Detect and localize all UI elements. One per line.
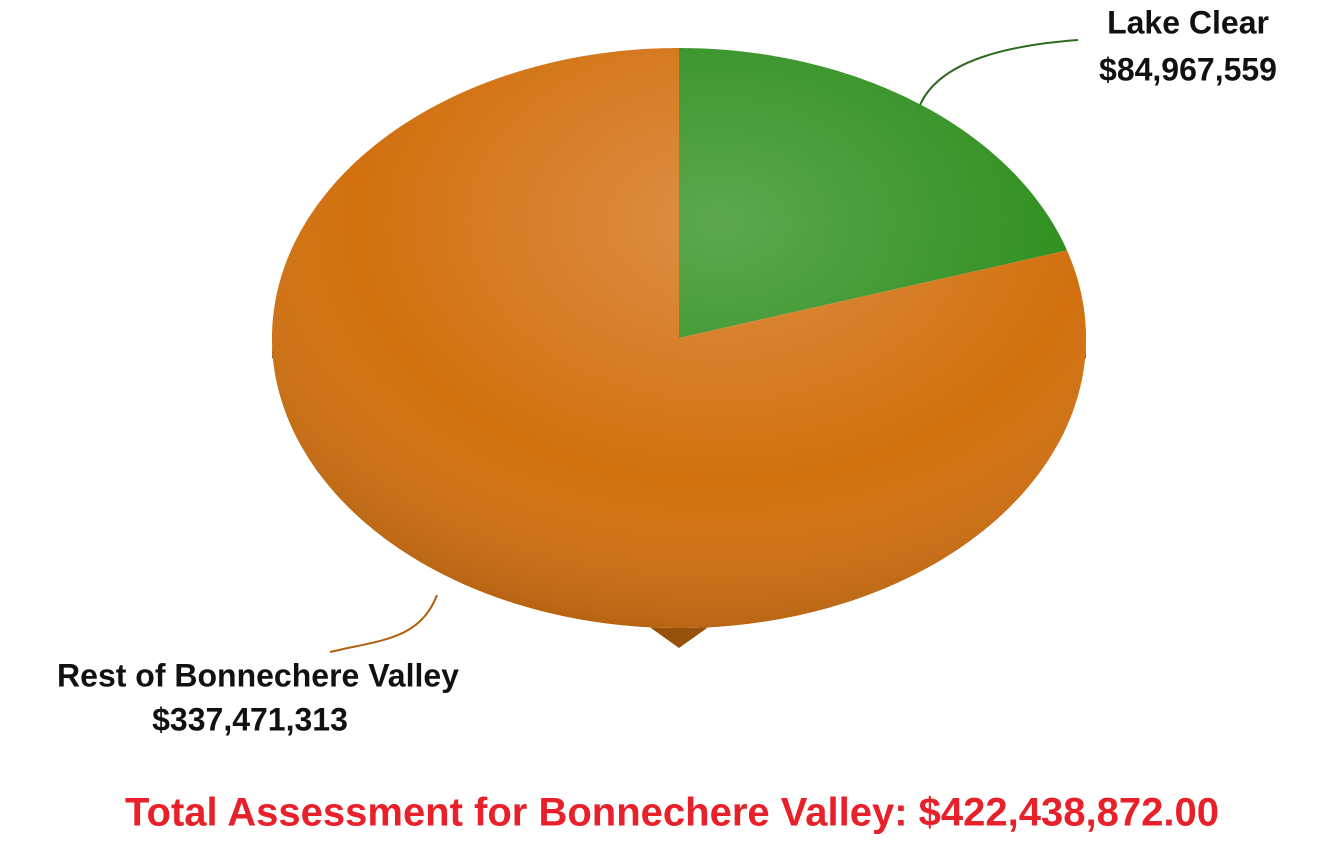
slice-label: Lake Clear (1107, 4, 1269, 40)
leader-line (919, 39, 1079, 106)
value-label: $337,471,313 (152, 701, 348, 737)
pie (272, 48, 1086, 648)
leader-line (329, 594, 438, 653)
value-label: $84,967,559 (1099, 51, 1277, 87)
slice-label: Rest of Bonnechere Valley (57, 657, 459, 693)
annotation: Total Assessment for Bonnechere Valley: … (125, 791, 1219, 835)
